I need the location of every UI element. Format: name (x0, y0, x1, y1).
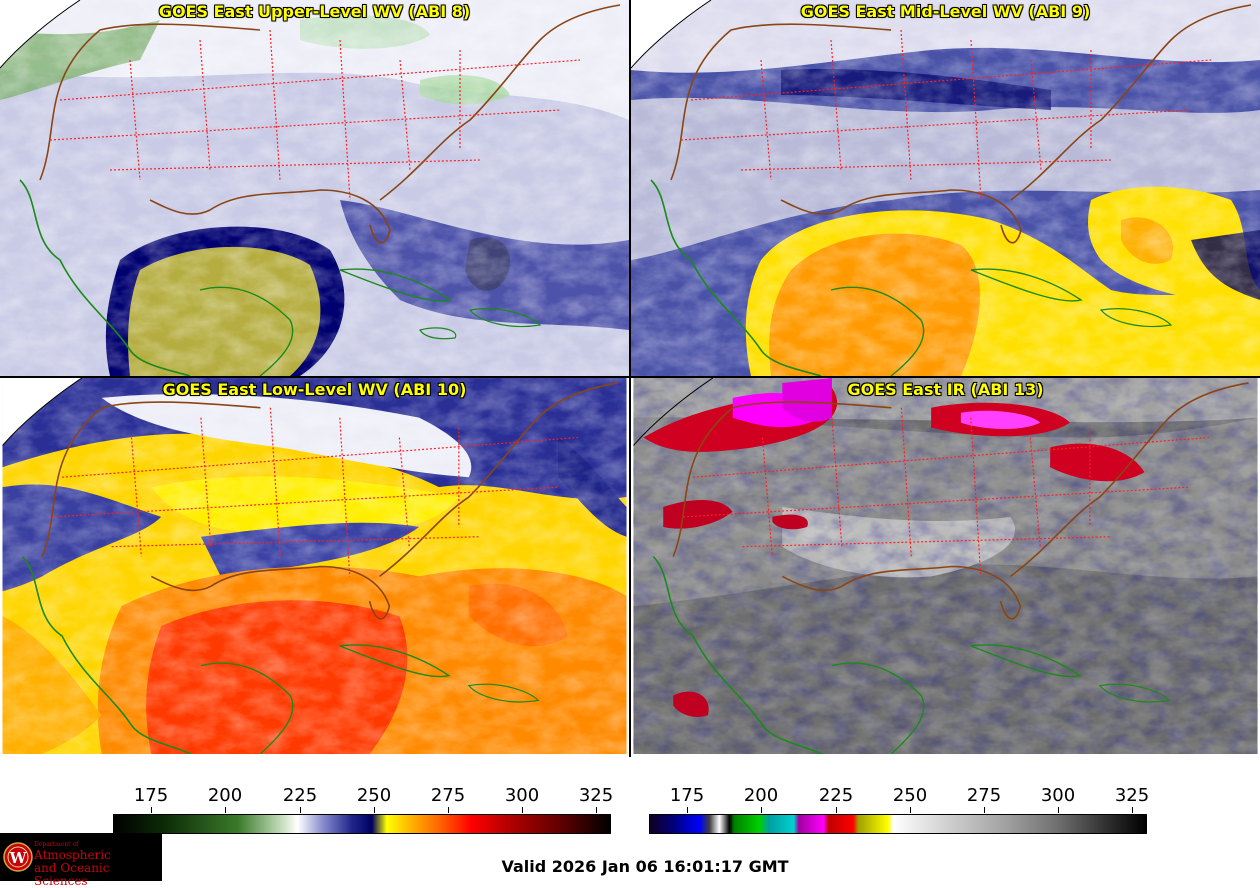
logo-department: Department of (34, 841, 79, 848)
aos-logo: W Department of Atmospheric and Oceanic … (0, 833, 162, 888)
logo-name-line2: and Oceanic Sciences (34, 861, 110, 888)
ir-image (633, 378, 1258, 754)
low-level-wv-image (2, 378, 627, 754)
wv-tick-label: 225 (282, 785, 318, 806)
upper-level-wv-image (0, 0, 629, 376)
mid-level-wv-image (631, 0, 1260, 376)
wv-tick-label: 300 (504, 785, 540, 806)
panel-divider-horizontal (0, 376, 1260, 378)
wv-tick-label: 325 (578, 785, 614, 806)
wv-tick-label: 175 (133, 785, 169, 806)
ir-tick-label: 300 (1040, 785, 1076, 806)
panel-title: GOES East IR (ABI 13) (847, 380, 1044, 399)
ir-tick-label: 175 (669, 785, 705, 806)
wv-colorbar-ticks: 175 200 225 250 275 300 325 (113, 785, 614, 813)
ir-tick-label: 325 (1114, 785, 1150, 806)
valid-time: Valid 2026 Jan 06 16:01:17 GMT (501, 857, 789, 876)
ir-colorbar-ticks: 175 200 225 250 275 300 325 (649, 785, 1150, 813)
uw-seal-icon: W (3, 842, 33, 872)
panel-mid-level-wv: GOES East Mid-Level WV (ABI 9) (631, 0, 1260, 376)
ir-tick-label: 200 (743, 785, 779, 806)
svg-text:W: W (9, 849, 28, 867)
panel-title: GOES East Low-Level WV (ABI 10) (162, 380, 467, 399)
ir-tick-label: 225 (818, 785, 854, 806)
wv-tick-label: 250 (356, 785, 392, 806)
ir-colorbar (649, 814, 1147, 834)
panel-title: GOES East Mid-Level WV (ABI 9) (800, 2, 1091, 21)
wv-tick-label: 275 (430, 785, 466, 806)
ir-tick-label: 275 (966, 785, 1002, 806)
logo-name-line1: Atmospheric (34, 848, 111, 862)
panel-low-level-wv: GOES East Low-Level WV (ABI 10) (0, 378, 629, 754)
wv-tick-label: 200 (207, 785, 243, 806)
panel-ir: GOES East IR (ABI 13) (631, 378, 1260, 754)
ir-tick-label: 250 (892, 785, 928, 806)
panel-divider-vertical (629, 0, 631, 757)
wv-colorbar (113, 814, 611, 834)
panel-upper-level-wv: GOES East Upper-Level WV (ABI 8) (0, 0, 629, 376)
panel-title: GOES East Upper-Level WV (ABI 8) (158, 2, 471, 21)
